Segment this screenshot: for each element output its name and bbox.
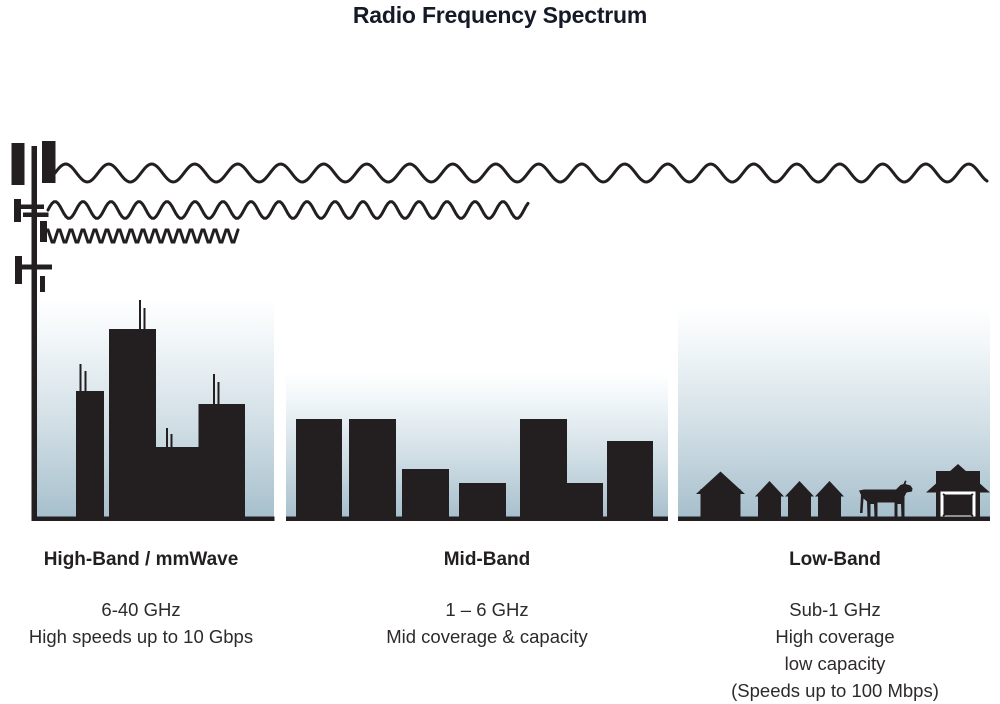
band-detail: 1 – 6 GHz [445,599,529,620]
ground-lines [31,516,990,521]
mid-band-label-block: Mid-Band 1 – 6 GHz Mid coverage & capaci… [357,549,617,650]
band-detail: Mid coverage & capacity [386,626,588,647]
building [459,483,506,517]
skyscraper [109,329,156,517]
building [607,441,653,517]
band-name: High-Band / mmWave [43,549,239,570]
barn-vent [947,477,968,483]
house-icon [755,481,784,518]
building [520,419,567,517]
house-icon [785,481,814,518]
antenna-low-left [15,256,22,284]
radio-waves [42,162,989,244]
skyscraper [198,404,245,517]
tower-crossbar [14,204,44,209]
high-band-label-block: High-Band / mmWave 6-40 GHz High speeds … [10,549,272,650]
tower-mast [31,146,37,521]
tower-crossbar [15,264,52,270]
antenna-mid-right [40,221,47,242]
page-title: Radio Frequency Spectrum [352,2,648,28]
ground-line-low [678,516,990,521]
band-detail: (Speeds up to 100 Mbps) [731,680,939,701]
skyscraper [156,447,199,517]
tower-stub [40,276,45,292]
ground-line-mid [286,516,668,521]
band-name: Mid-Band [443,549,531,570]
band-detail: 6-40 GHz [101,599,181,620]
antenna-panel-left [11,143,25,185]
low-frequency-long-wavelength-wave [53,162,989,184]
house-icon [696,471,745,518]
building [567,483,603,517]
band-detail: Sub-1 GHz [789,599,881,620]
house-icon [815,481,844,518]
cow-icon [859,480,913,518]
tower-crossbar [23,212,49,217]
band-detail: High speeds up to 10 Gbps [28,626,254,647]
high-band-skyline [76,300,245,517]
building [296,419,342,517]
low-band-rural-scene [696,464,990,519]
building [402,469,449,517]
cell-tower-icon [11,141,56,521]
band-detail: High coverage [775,626,895,647]
band-name: Low-Band [789,549,881,570]
barn-icon [926,464,990,519]
antenna-panel-right [42,141,56,183]
mid-frequency-medium-wavelength-wave [46,200,530,220]
high-frequency-short-wavelength-wave [42,228,240,244]
mid-band-skyline [296,419,653,517]
antenna-mid-left [14,199,21,222]
building [349,419,396,517]
band-detail: low capacity [784,653,886,674]
skyscraper [76,391,104,517]
low-band-label-block: Low-Band Sub-1 GHz High coverage low cap… [703,549,967,704]
ground-line-high [31,516,275,521]
